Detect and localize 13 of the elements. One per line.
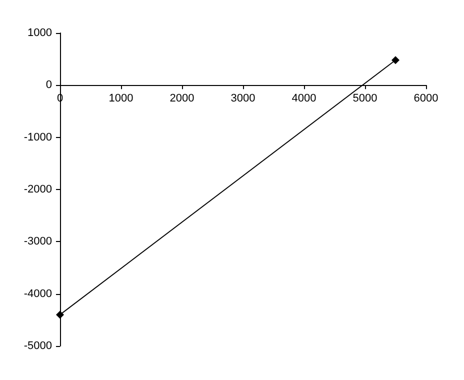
y-tick-label: -1000: [24, 131, 52, 144]
x-tick-label: 6000: [414, 92, 438, 105]
y-tick-label: 0: [46, 79, 52, 92]
y-tick-label: -5000: [24, 340, 52, 352]
x-tick-label: 2000: [170, 92, 194, 105]
y-tick-label: -3000: [24, 236, 52, 248]
x-tick-label: 4000: [292, 92, 316, 105]
x-tick-label: 1000: [108, 92, 134, 105]
y-tick-label: -4000: [24, 288, 52, 300]
y-tick-label: 1000: [28, 27, 52, 39]
x-tick-label: 3000: [230, 92, 256, 105]
y-tick-label: -2000: [24, 184, 52, 196]
x-tick-label: 5000: [352, 92, 378, 105]
